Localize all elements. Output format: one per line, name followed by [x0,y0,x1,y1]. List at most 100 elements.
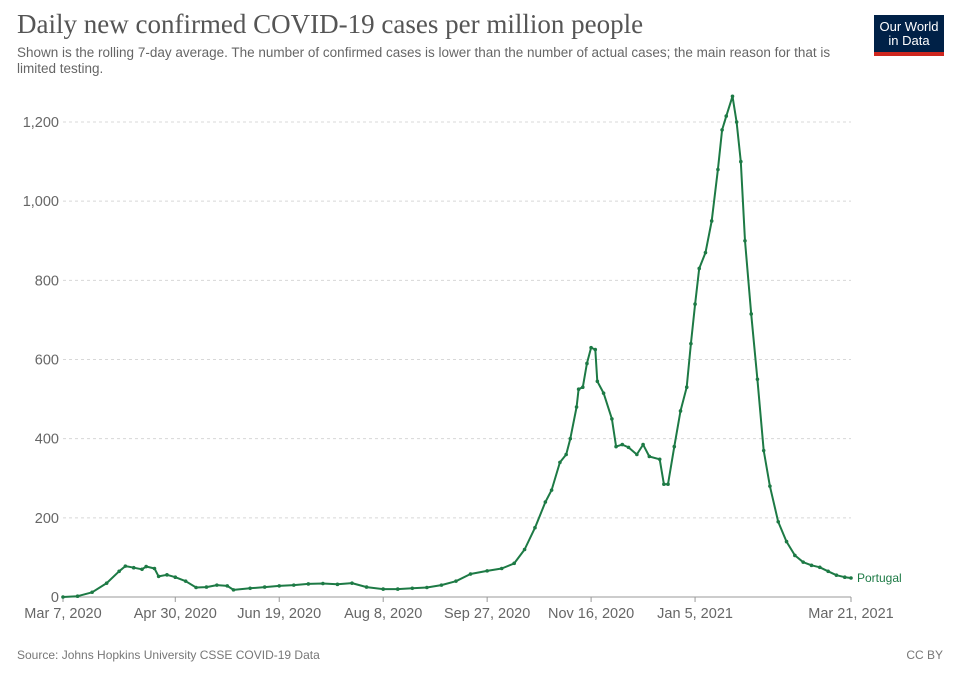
data-point [809,563,814,568]
data-point [842,575,847,580]
data-point [784,539,789,544]
data-point [743,238,747,243]
data-point [291,583,296,587]
x-tick-label: Jun 19, 2020 [237,606,321,622]
y-tick-label: 1,000 [23,194,59,210]
data-point [749,312,754,316]
data-point [381,587,385,591]
data-point [499,566,504,571]
data-point [61,595,65,599]
data-point [641,442,645,447]
data-point [635,452,639,457]
data-point [152,566,157,571]
logo-line-1: Our World [879,19,939,34]
data-point [739,159,743,164]
y-tick-label: 0 [51,590,59,606]
data-point [549,488,554,492]
data-point [248,586,252,591]
data-point [117,569,121,574]
data-point [522,547,527,552]
data-point [225,584,230,588]
data-point [662,482,666,486]
license-link[interactable]: CC BY [906,648,943,662]
data-point [826,569,830,574]
data-point [350,581,354,585]
x-tick-label: Sep 27, 2020 [444,606,530,622]
data-point [678,409,683,413]
series-line-portugal [62,95,852,598]
data-point [321,581,325,586]
data-point [620,442,625,447]
data-point [689,341,693,346]
chart-title: Daily new confirmed COVID-19 cases per m… [17,9,644,39]
data-point [768,484,772,488]
data-point [335,582,340,587]
y-tick-label: 800 [35,273,59,289]
data-point [720,128,724,132]
x-tick-label: Apr 30, 2020 [134,606,217,622]
data-point [277,584,282,588]
data-point [75,594,80,599]
data-point [672,444,677,449]
data-point [684,385,689,390]
data-point [204,585,209,589]
data-point [140,567,144,572]
data-point [165,573,169,577]
data-point [564,452,568,457]
data-point [262,585,267,589]
data-point [231,588,236,592]
series-label: Portugal [857,571,902,585]
data-point [734,120,739,124]
data-point [90,590,94,595]
data-point [755,377,760,382]
data-point [647,454,652,459]
data-point [439,583,444,587]
y-tick-label: 200 [35,511,59,527]
x-tick-label: Jan 5, 2021 [657,606,733,622]
data-point [657,457,662,462]
data-point [716,167,720,172]
data-point [601,391,606,395]
y-tick-label: 1,200 [23,115,59,131]
owid-logo[interactable]: Our World in Data [874,15,944,56]
data-point [834,573,839,578]
x-tick-label: Aug 8, 2020 [344,606,422,622]
data-point [585,361,589,366]
data-point [144,564,148,569]
y-tick-label: 600 [35,353,59,369]
data-point [614,444,618,449]
data-point [485,569,489,573]
data-point [610,417,614,421]
data-point [703,250,708,255]
data-point [183,579,188,583]
data-point [533,525,537,530]
x-tick-label: Nov 16, 2020 [548,606,634,622]
data-point [818,565,822,570]
y-tick-label: 400 [35,432,59,448]
data-point [131,565,136,570]
data-point [793,553,797,558]
data-point [123,564,128,568]
data-point [425,585,429,590]
data-point [558,460,562,465]
data-point [468,572,473,576]
data-point [761,448,766,453]
data-point [215,583,219,587]
chart-subtitle: Shown is the rolling 7-day average. The … [17,45,831,76]
data-point [512,561,516,566]
data-point [104,581,109,585]
data-point [543,500,548,504]
data-point [709,219,714,223]
data-point [194,585,198,590]
source-note[interactable]: Source: Johns Hopkins University CSSE CO… [17,648,320,662]
data-point [693,302,697,306]
data-point [156,574,161,579]
data-point [593,347,598,352]
data-point [776,519,781,524]
data-point [306,582,311,586]
data-point [849,576,853,580]
data-point [595,379,600,384]
data-point [626,445,631,450]
data-point [364,585,369,589]
